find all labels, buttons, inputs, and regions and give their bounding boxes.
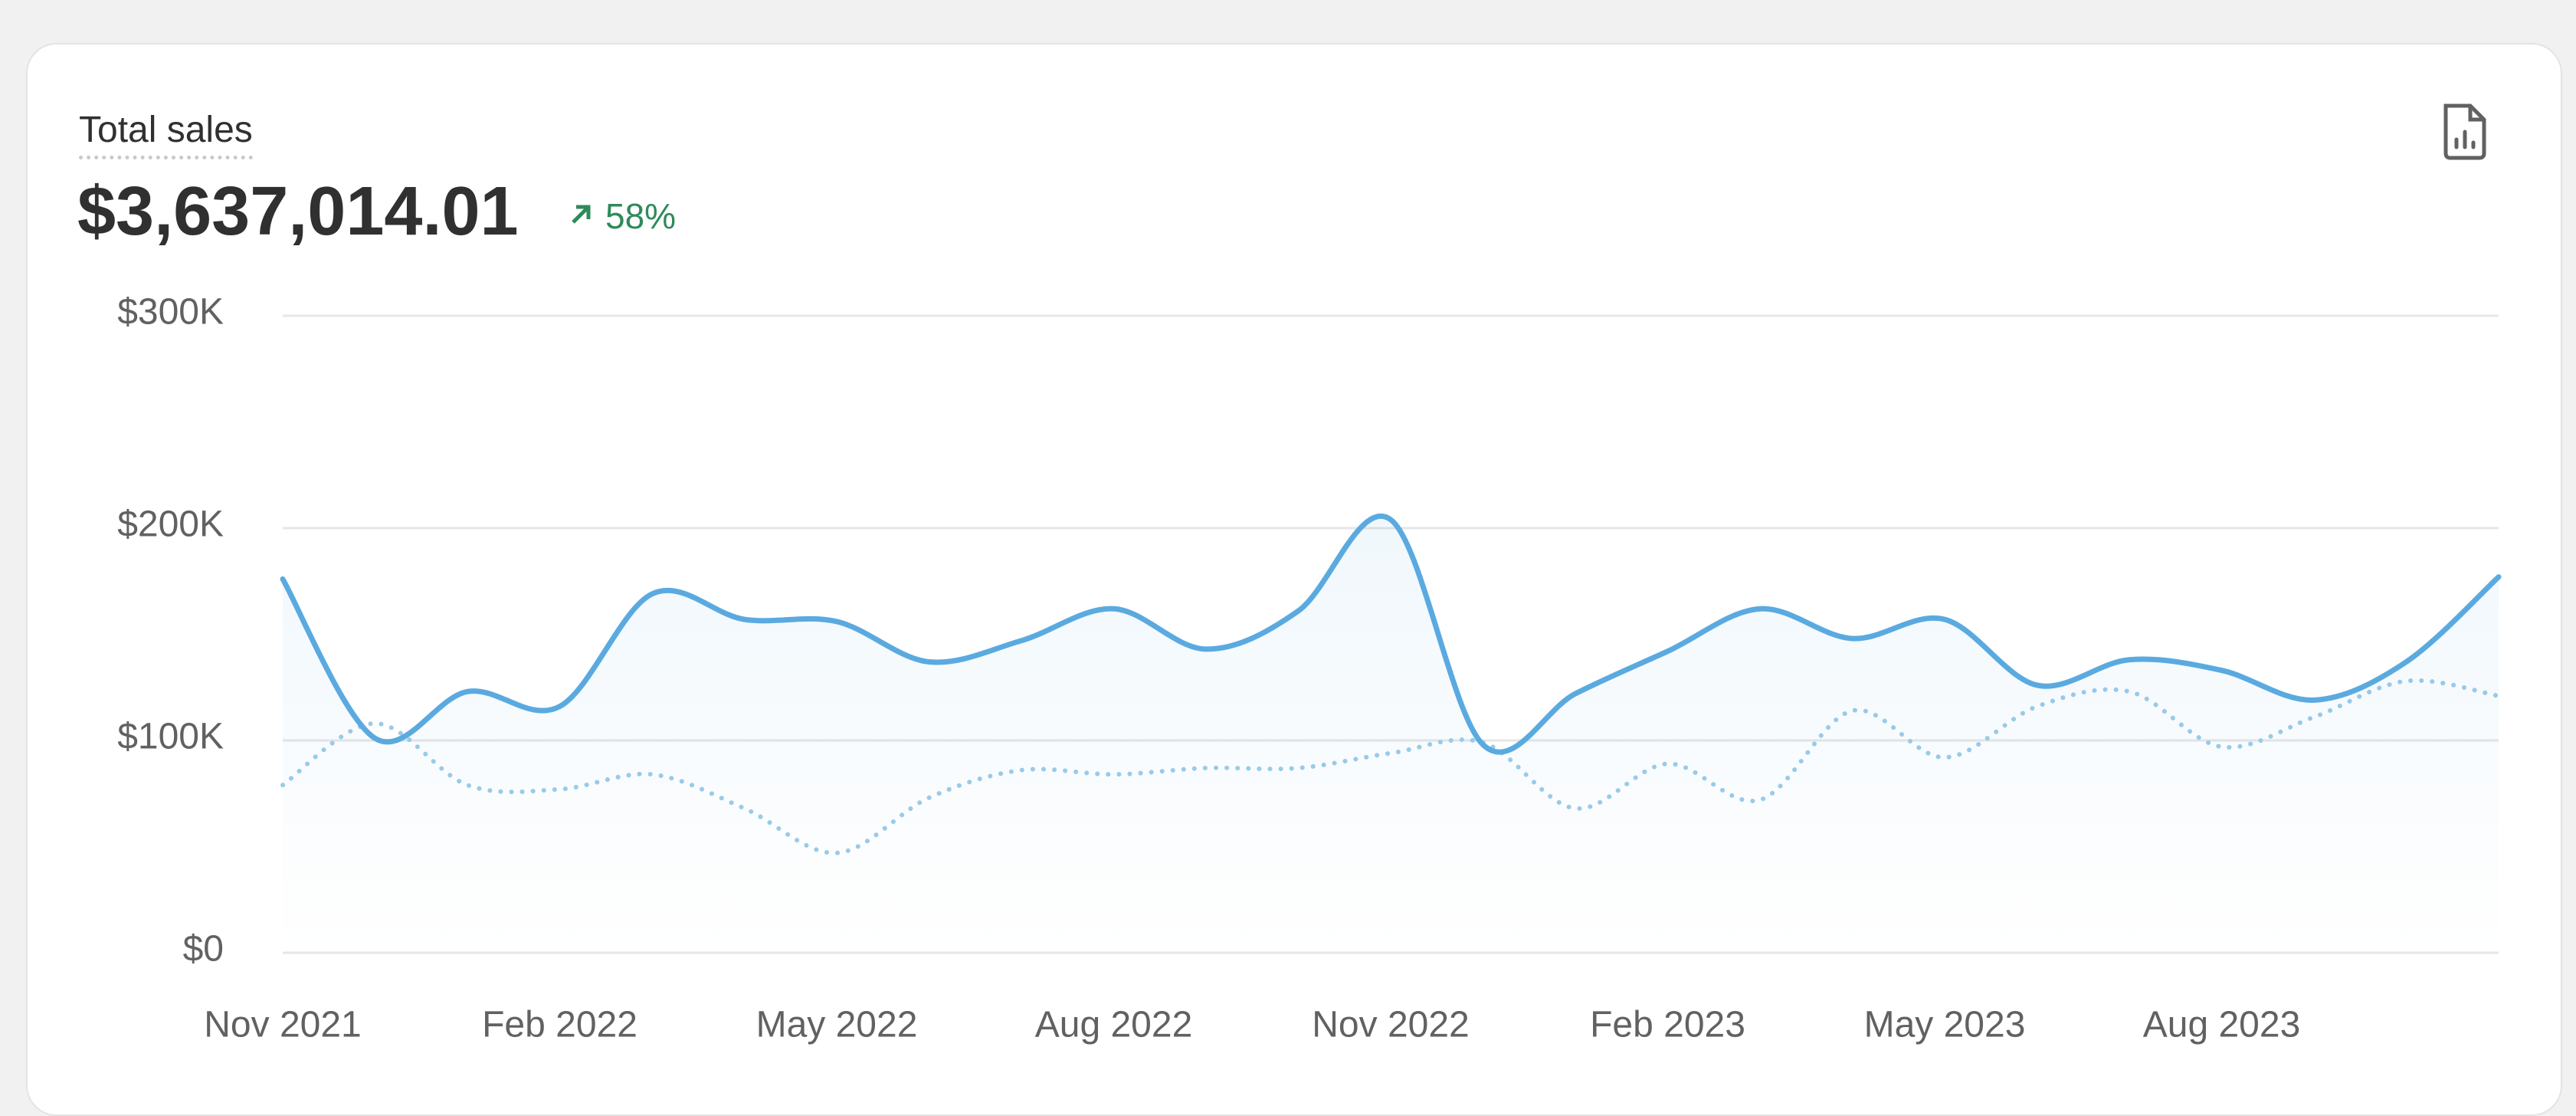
x-tick-label: Aug 2023 <box>2143 1005 2301 1045</box>
export-icon[interactable] <box>2438 103 2492 161</box>
y-tick-label: $200K <box>117 504 224 545</box>
x-tick-label: Feb 2022 <box>482 1005 637 1045</box>
x-tick-label: May 2022 <box>756 1005 918 1045</box>
trend-arrow <box>572 205 591 224</box>
chart: $0 $100K $200K $300K Nov 2021 Feb 2022 May 202… <box>117 292 2502 1045</box>
metric-total: $3,637,014.01 <box>77 173 519 250</box>
area <box>283 516 2499 953</box>
y-tick-label: $0 <box>183 929 224 970</box>
page: Total sales $3,637,014.01 58% $0 $100K $20… <box>26 43 2562 1116</box>
x-tick-label: Feb 2023 <box>1590 1005 1745 1045</box>
y-tick-label: $300K <box>117 292 224 333</box>
metric-change: 58% <box>605 196 677 236</box>
y-tick-label: $100K <box>117 717 224 757</box>
x-tick-label: Nov 2021 <box>204 1005 361 1045</box>
x-tick-label: Nov 2022 <box>1312 1005 1469 1045</box>
x-tick-label: May 2023 <box>1864 1005 2026 1045</box>
series-line <box>280 514 2502 755</box>
metric-title[interactable]: Total sales <box>79 109 253 159</box>
x-tick-label: Aug 2022 <box>1035 1005 1193 1045</box>
